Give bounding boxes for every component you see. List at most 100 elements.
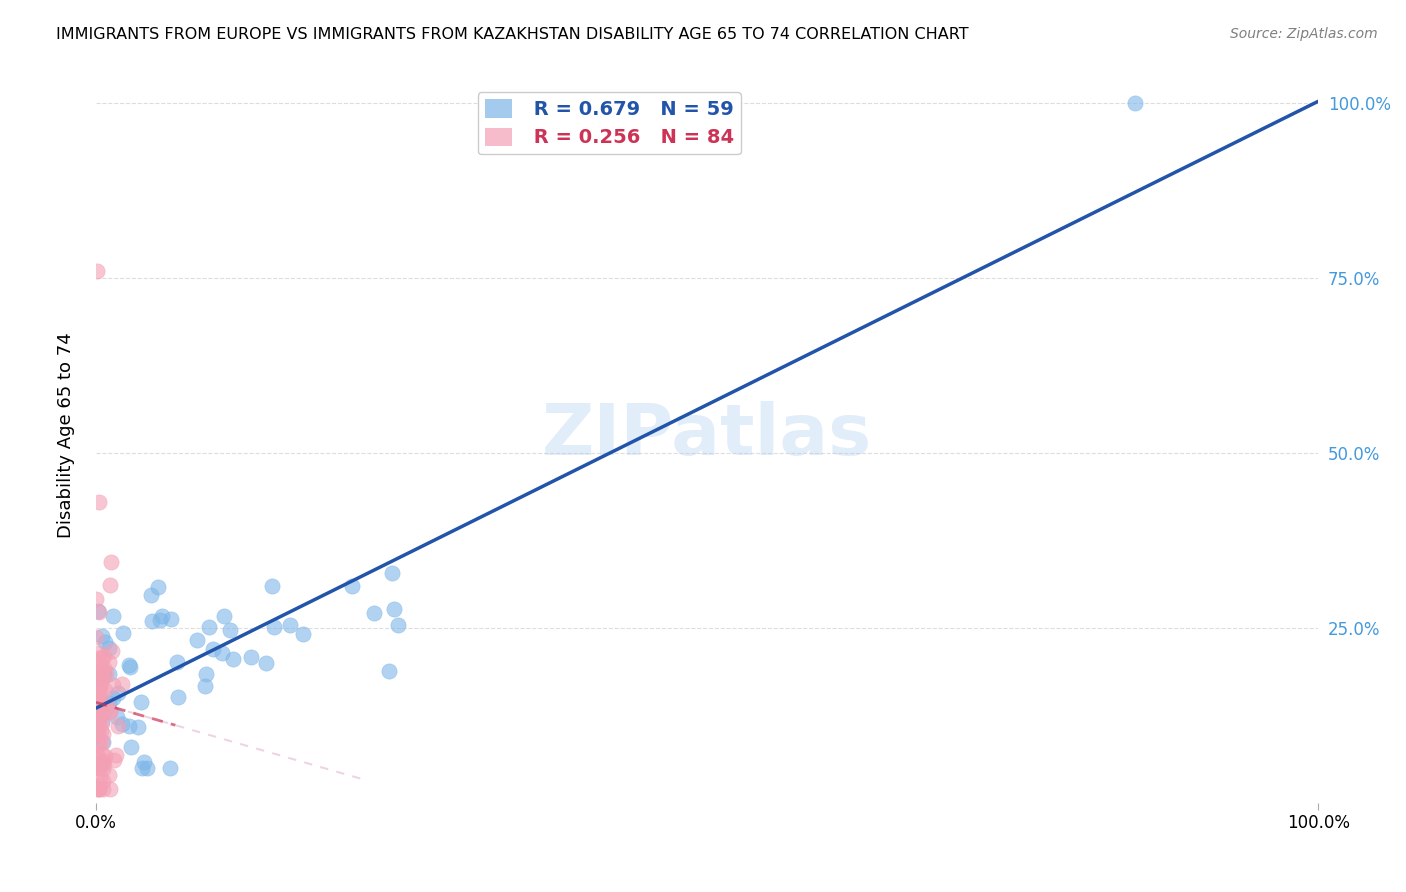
Point <box>105 748 128 763</box>
Point <box>159 761 181 775</box>
Point <box>98 781 121 796</box>
Text: Source: ZipAtlas.com: Source: ZipAtlas.com <box>1230 27 1378 41</box>
Point <box>87 715 110 730</box>
Point <box>90 706 112 721</box>
Point <box>263 619 285 633</box>
Point <box>112 626 135 640</box>
Point <box>186 633 208 648</box>
Point <box>167 690 190 704</box>
Y-axis label: Disability Age 65 to 74: Disability Age 65 to 74 <box>58 333 75 539</box>
Point <box>91 754 114 768</box>
Point <box>86 676 108 690</box>
Text: ZIPatlas: ZIPatlas <box>543 401 872 470</box>
Point <box>86 748 108 763</box>
Point <box>87 692 110 706</box>
Point <box>292 627 315 641</box>
Point <box>87 781 110 796</box>
Point <box>86 728 108 742</box>
Point <box>86 683 108 698</box>
Point <box>278 618 301 632</box>
Point <box>87 646 110 660</box>
Point <box>84 703 107 717</box>
Point <box>127 721 149 735</box>
Point <box>111 717 134 731</box>
Point <box>86 752 108 766</box>
Point <box>194 679 217 693</box>
Point <box>86 682 108 697</box>
Point <box>90 723 112 738</box>
Point <box>91 714 114 728</box>
Point <box>91 629 114 643</box>
Point <box>90 663 112 677</box>
Point <box>134 756 156 770</box>
Point <box>97 640 120 655</box>
Point <box>86 781 108 796</box>
Point <box>93 705 115 719</box>
Point <box>363 606 385 620</box>
Point <box>98 578 121 592</box>
Point <box>91 781 114 796</box>
Point <box>201 641 224 656</box>
Point <box>86 680 108 694</box>
Point <box>86 739 108 753</box>
Point <box>107 719 129 733</box>
Point <box>166 656 188 670</box>
Point <box>90 756 112 770</box>
Point <box>93 661 115 675</box>
Point <box>89 756 111 771</box>
Point <box>111 677 134 691</box>
Point <box>94 635 117 649</box>
Point <box>86 759 108 773</box>
Point <box>87 604 110 618</box>
Point <box>342 579 364 593</box>
Point <box>93 756 115 771</box>
Point <box>91 651 114 665</box>
Point <box>89 771 111 785</box>
Point <box>91 773 114 788</box>
Point <box>150 608 173 623</box>
Point <box>91 762 114 776</box>
Point <box>382 602 405 616</box>
Point <box>87 761 110 775</box>
Point <box>84 591 107 606</box>
Point <box>84 701 107 715</box>
Point <box>222 652 245 666</box>
Point <box>86 781 108 796</box>
Point <box>87 726 110 740</box>
Point <box>93 735 115 749</box>
Point <box>86 264 108 278</box>
Point <box>118 660 141 674</box>
Point <box>94 682 117 697</box>
Point <box>97 655 120 669</box>
Point <box>136 761 159 775</box>
Point <box>129 696 152 710</box>
Point <box>91 727 114 741</box>
Point <box>101 678 124 692</box>
Point <box>159 612 181 626</box>
Point <box>87 657 110 672</box>
Point <box>146 580 169 594</box>
Point <box>218 623 240 637</box>
Point <box>97 697 120 711</box>
Point <box>101 608 124 623</box>
Point <box>86 723 108 738</box>
Point <box>139 588 162 602</box>
Point <box>86 699 108 714</box>
Point <box>118 658 141 673</box>
Point <box>91 735 114 749</box>
Point <box>87 690 110 704</box>
Point <box>96 698 118 713</box>
Point <box>260 579 283 593</box>
Point <box>87 681 110 696</box>
Point <box>103 753 125 767</box>
Point <box>195 666 218 681</box>
Point <box>93 664 115 678</box>
Point <box>120 739 142 754</box>
Point <box>198 620 221 634</box>
Point <box>100 555 122 569</box>
Point <box>86 676 108 690</box>
Point <box>94 749 117 764</box>
Point <box>98 705 121 719</box>
Point <box>86 778 108 792</box>
Point <box>86 706 108 721</box>
